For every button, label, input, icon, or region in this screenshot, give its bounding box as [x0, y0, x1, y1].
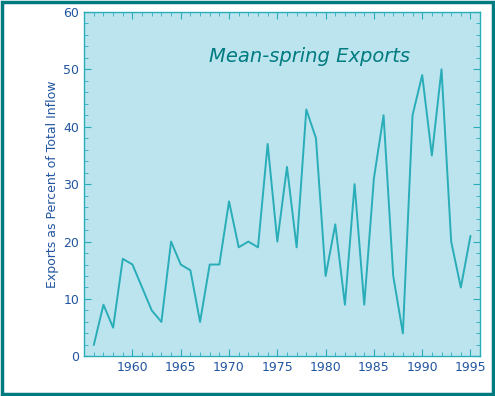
Y-axis label: Exports as Percent of Total Inflow: Exports as Percent of Total Inflow: [46, 80, 59, 288]
Text: Mean-spring Exports: Mean-spring Exports: [209, 47, 410, 66]
